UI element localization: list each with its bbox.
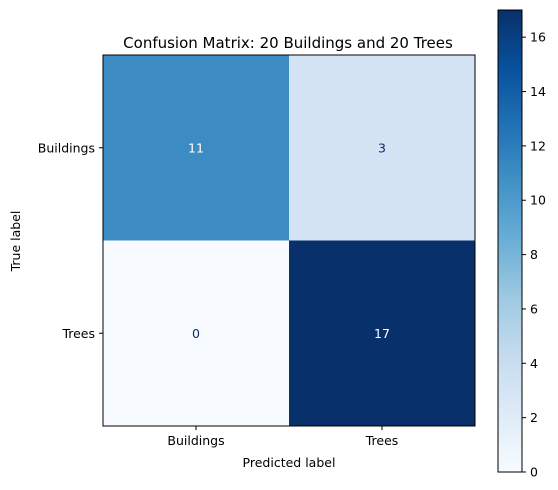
x-tick-label: Trees (365, 433, 399, 448)
cell-value-label: 3 (378, 140, 386, 155)
colorbar-tick-label: 8 (530, 247, 538, 262)
colorbar-tick-label: 10 (530, 193, 546, 208)
colorbar (498, 10, 522, 472)
y-axis-ticks: Buildings Trees (38, 140, 103, 341)
chart-title: Confusion Matrix: 20 Buildings and 20 Tr… (123, 34, 453, 52)
colorbar-tick-label: 16 (530, 30, 546, 45)
cell-value-label: 11 (188, 140, 204, 155)
y-tick-label: Buildings (38, 140, 95, 155)
cell-value-label: 0 (192, 326, 200, 341)
colorbar-tick-label: 0 (530, 465, 538, 480)
x-tick-label: Buildings (167, 433, 224, 448)
cell-value-label: 17 (374, 326, 390, 341)
x-axis-label: Predicted label (243, 455, 336, 470)
colorbar-tick-label: 14 (530, 84, 546, 99)
y-tick-label: Trees (61, 326, 95, 341)
y-axis-label: True label (8, 211, 23, 273)
colorbar-tick-label: 2 (530, 410, 538, 425)
colorbar-ticks: 0 2 4 6 8 10 12 14 16 (522, 30, 546, 480)
colorbar-tick-label: 6 (530, 301, 538, 316)
matrix-cells (103, 55, 475, 426)
x-axis-ticks: Buildings Trees (167, 426, 398, 448)
colorbar-tick-label: 12 (530, 138, 546, 153)
colorbar-tick-label: 4 (530, 356, 538, 371)
